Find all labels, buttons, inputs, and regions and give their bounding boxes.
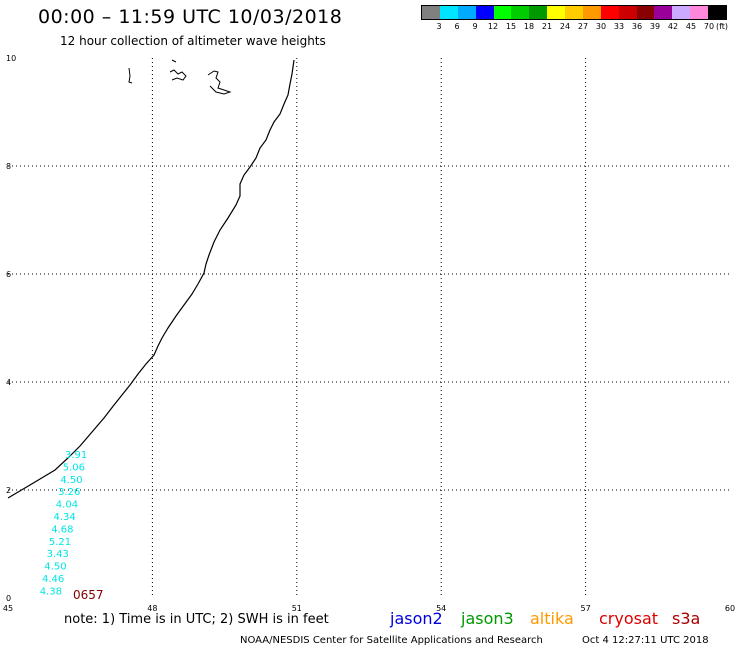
scale-label: 21 [541, 22, 553, 31]
scale-swatch [672, 6, 691, 19]
x-tick-label: 60 [725, 604, 735, 613]
wave-height-value: 5.21 [49, 537, 71, 548]
page-title: 00:00 – 11:59 UTC 10/03/2018 [38, 6, 343, 28]
scale-swatch [582, 6, 601, 19]
color-scale [421, 5, 727, 20]
scale-swatch [547, 6, 565, 19]
scale-swatch [618, 6, 637, 19]
y-tick-label: 4 [6, 378, 11, 387]
scale-label: 12 [487, 22, 499, 31]
color-scale-labels: 3 6 9 12 15 18 21 24 27 30 33 36 39 42 45 70 [421, 22, 727, 34]
color-scale-unit: (ft) [716, 22, 729, 31]
y-tick-label: 6 [6, 270, 11, 279]
wave-height-value: 4.04 [56, 500, 78, 511]
scale-swatch [529, 6, 548, 19]
map-grid [8, 58, 730, 598]
wave-height-value: 3.26 [58, 487, 80, 498]
pass-time-label: 0657 [73, 588, 104, 602]
axis-ticks: 45 48 51 54 57 60 0 2 4 6 8 10 [3, 54, 735, 613]
scale-swatch [457, 6, 476, 19]
scale-label: 42 [667, 22, 679, 31]
legend-altika: altika [530, 609, 574, 628]
scale-label: 30 [595, 22, 607, 31]
x-tick-label: 48 [147, 604, 157, 613]
wave-height-value: 5.06 [63, 462, 85, 473]
wave-height-value: 4.50 [44, 562, 66, 573]
wave-height-value: 4.38 [40, 586, 62, 597]
page-subtitle: 12 hour collection of altimeter wave hei… [60, 34, 326, 48]
wave-height-value: 3.91 [65, 450, 87, 461]
y-tick-label: 0 [6, 594, 11, 603]
scale-label: 36 [631, 22, 643, 31]
measurement-labels: 3.915.064.503.264.044.344.685.213.434.50… [40, 450, 104, 602]
legend-jason2: jason2 [390, 609, 443, 628]
scale-swatch [511, 6, 530, 19]
wave-height-value: 4.68 [51, 524, 73, 535]
scale-label: 70 [703, 22, 715, 31]
scale-swatch [475, 6, 494, 19]
scale-label: 39 [649, 22, 661, 31]
footer-note: note: 1) Time is in UTC; 2) SWH is in fe… [64, 612, 329, 627]
scale-label: 9 [472, 22, 478, 31]
y-tick-label: 2 [6, 486, 11, 495]
scale-swatch [565, 6, 583, 19]
scale-label: 33 [613, 22, 625, 31]
credit-text: NOAA/NESDIS Center for Satellite Applica… [240, 635, 543, 646]
x-tick-label: 51 [292, 604, 302, 613]
scale-swatch [708, 6, 726, 19]
scale-label: 3 [436, 22, 442, 31]
wave-height-value: 4.34 [54, 512, 76, 523]
scale-label: 6 [454, 22, 460, 31]
x-tick-label: 45 [3, 604, 13, 613]
scale-label: 15 [505, 22, 517, 31]
scale-label: 18 [523, 22, 535, 31]
legend-s3a: s3a [672, 609, 701, 628]
scale-swatch [690, 6, 708, 19]
island-3 [207, 70, 232, 95]
scale-swatch [422, 6, 440, 19]
y-tick-label: 10 [6, 54, 16, 63]
y-tick-label: 8 [6, 162, 11, 171]
scale-label: 45 [685, 22, 697, 31]
legend-cryosat: cryosat [599, 609, 659, 628]
coastline [7, 59, 295, 499]
island-2 [169, 59, 187, 81]
scale-label: 24 [559, 22, 571, 31]
wave-height-value: 4.46 [42, 574, 64, 585]
legend-jason3: jason3 [461, 609, 514, 628]
x-tick-label: 57 [581, 604, 591, 613]
wave-height-value: 3.43 [47, 549, 69, 560]
island-1 [128, 67, 133, 84]
scale-swatch [654, 6, 673, 19]
wave-height-value: 4.50 [60, 475, 82, 486]
scale-swatch [439, 6, 458, 19]
x-tick-label: 54 [436, 604, 446, 613]
scale-swatch [636, 6, 655, 19]
scale-swatch [600, 6, 619, 19]
scale-label: 27 [577, 22, 589, 31]
scale-swatch [493, 6, 512, 19]
credit-timestamp: Oct 4 12:27:11 UTC 2018 [582, 635, 709, 646]
